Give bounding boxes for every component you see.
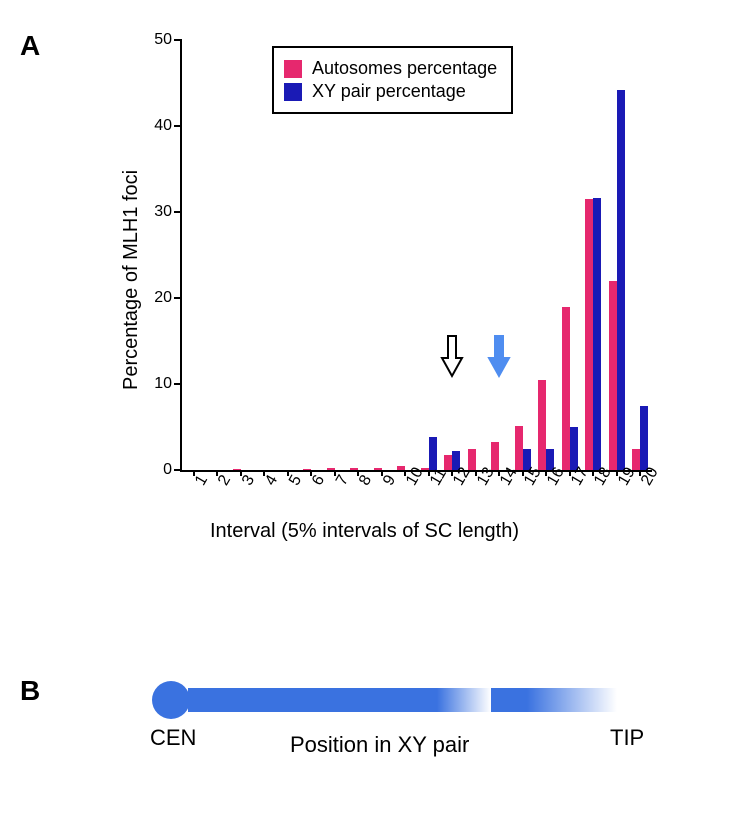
tip-label: TIP bbox=[610, 725, 644, 751]
x-tick-label: 3 bbox=[239, 472, 259, 489]
y-tick bbox=[174, 297, 182, 299]
bar-xy-pair-percentage bbox=[640, 406, 648, 471]
y-tick bbox=[174, 39, 182, 41]
schematic-segment bbox=[527, 688, 617, 712]
panel-a-label: A bbox=[20, 30, 40, 62]
y-tick-label: 30 bbox=[137, 203, 172, 221]
bar-autosomes-percentage bbox=[585, 199, 593, 470]
x-tick-label: 7 bbox=[333, 472, 353, 489]
filled-arrow-icon bbox=[487, 332, 511, 380]
schematic-segment bbox=[491, 688, 527, 712]
panel-a-chart: Percentage of MLH1 foci Autosomes percen… bbox=[120, 30, 680, 530]
chart-legend: Autosomes percentageXY pair percentage bbox=[272, 46, 513, 114]
x-tick-label: 4 bbox=[262, 472, 282, 489]
x-tick bbox=[404, 470, 406, 476]
x-tick bbox=[498, 470, 500, 476]
x-tick bbox=[216, 470, 218, 476]
x-tick-label: 8 bbox=[356, 472, 376, 489]
y-tick bbox=[174, 469, 182, 471]
y-tick-label: 40 bbox=[137, 117, 172, 135]
schematic-segment bbox=[188, 688, 437, 712]
x-tick bbox=[334, 470, 336, 476]
schematic-segment bbox=[617, 688, 640, 712]
legend-swatch bbox=[284, 60, 302, 78]
outline-arrow-icon bbox=[440, 332, 464, 380]
x-tick bbox=[592, 470, 594, 476]
x-tick bbox=[475, 470, 477, 476]
panel-b-schematic: CEN Position in XY pair TIP bbox=[120, 670, 680, 790]
x-tick-label: 9 bbox=[380, 472, 400, 489]
xy-caption: Position in XY pair bbox=[290, 732, 469, 758]
y-tick-label: 50 bbox=[137, 31, 172, 49]
x-tick bbox=[310, 470, 312, 476]
xy-position-bar bbox=[160, 680, 640, 720]
x-tick bbox=[451, 470, 453, 476]
x-tick bbox=[263, 470, 265, 476]
x-tick bbox=[287, 470, 289, 476]
x-tick-label: 5 bbox=[286, 472, 306, 489]
x-tick-label: 6 bbox=[309, 472, 329, 489]
legend-swatch bbox=[284, 83, 302, 101]
legend-entry: Autosomes percentage bbox=[284, 58, 497, 79]
y-tick-label: 0 bbox=[137, 461, 172, 479]
bar-xy-pair-percentage bbox=[593, 198, 601, 470]
x-tick bbox=[545, 470, 547, 476]
bar-autosomes-percentage bbox=[632, 449, 640, 470]
legend-label: Autosomes percentage bbox=[312, 58, 497, 79]
x-tick-label: 2 bbox=[215, 472, 235, 489]
figure-page: A Percentage of MLH1 foci Autosomes perc… bbox=[0, 0, 743, 831]
bar-autosomes-percentage bbox=[609, 281, 617, 470]
centromere-circle-icon bbox=[152, 681, 190, 719]
bar-autosomes-percentage bbox=[491, 442, 499, 470]
bar-autosomes-percentage bbox=[468, 449, 476, 470]
x-tick bbox=[357, 470, 359, 476]
x-tick bbox=[240, 470, 242, 476]
y-tick bbox=[174, 125, 182, 127]
bar-autosomes-percentage bbox=[538, 380, 546, 470]
x-axis-label: Interval (5% intervals of SC length) bbox=[210, 520, 519, 543]
y-tick-label: 10 bbox=[137, 375, 172, 393]
x-tick bbox=[569, 470, 571, 476]
schematic-segment bbox=[437, 688, 491, 712]
legend-entry: XY pair percentage bbox=[284, 81, 497, 102]
x-tick bbox=[616, 470, 618, 476]
bar-autosomes-percentage bbox=[444, 455, 452, 470]
legend-label: XY pair percentage bbox=[312, 81, 466, 102]
panel-b-label: B bbox=[20, 675, 40, 707]
x-tick bbox=[193, 470, 195, 476]
bar-autosomes-percentage bbox=[562, 307, 570, 470]
cen-label: CEN bbox=[150, 725, 196, 751]
x-tick bbox=[381, 470, 383, 476]
y-tick bbox=[174, 211, 182, 213]
bar-xy-pair-percentage bbox=[617, 90, 625, 470]
x-tick bbox=[522, 470, 524, 476]
plot-area: Autosomes percentageXY pair percentage 0… bbox=[180, 40, 652, 472]
y-tick-label: 20 bbox=[137, 289, 172, 307]
x-tick bbox=[428, 470, 430, 476]
x-tick bbox=[639, 470, 641, 476]
bar-autosomes-percentage bbox=[515, 426, 523, 470]
y-tick bbox=[174, 383, 182, 385]
x-tick-label: 1 bbox=[192, 472, 212, 489]
